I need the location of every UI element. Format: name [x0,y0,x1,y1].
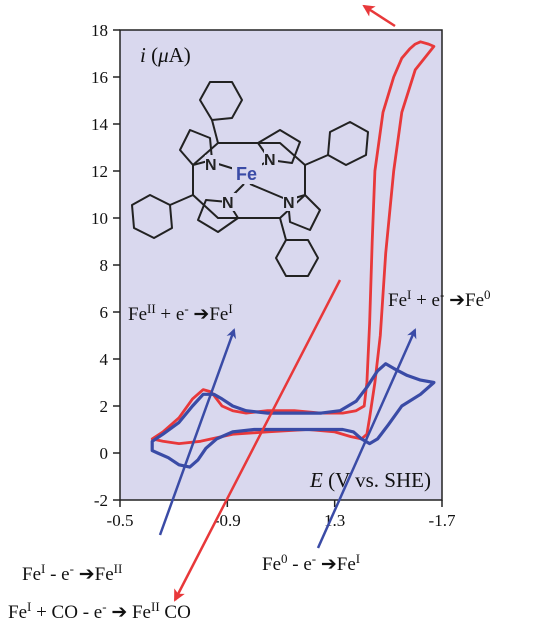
cv-curve-blue [150,362,436,469]
phenyl-ring-4 [275,239,319,277]
n-label-right: N [283,195,295,212]
molecule-labels: Fe N N N N [205,150,297,212]
y-axis-ticks: -2 0 2 4 6 8 10 12 14 16 18 [91,21,120,510]
y-tick-label: 16 [91,68,108,87]
n-label-bottom: N [222,195,234,212]
x-axis-ticks: -0.5 -0.9 1.3 -1.7 [107,500,456,530]
arrow-feco-red [173,279,342,602]
cv-curves [150,40,436,469]
y-tick-label: 12 [91,162,108,181]
arrow-top-red [362,4,396,28]
x-tick-label: -1.7 [429,511,456,530]
y-tick-label: 18 [91,21,108,40]
x-tick-label: -0.9 [214,511,241,530]
y-tick-label: 0 [100,444,109,463]
x-axis-label: E (V vs. SHE) [309,468,431,492]
y-tick-label: -2 [94,491,108,510]
annotation-arrows [158,4,417,602]
y-tick-label: 2 [100,397,109,416]
phenyl-ring-1 [199,81,243,121]
arrow-fe2-to-fe1 [158,328,236,536]
annotation-fe2-plus-e: FeII + e- ➔FeI [128,301,233,325]
n-label-left: N [205,157,217,174]
annotation-fe1-plus-e: FeI + e- ➔Fe0 [388,287,491,311]
y-tick-label: 4 [100,350,109,369]
y-tick-label: 8 [100,256,109,275]
arrow-fe1-to-fe0 [316,328,417,549]
y-tick-label: 6 [100,303,109,322]
y-axis-label: i (μA) [140,43,191,67]
y-tick-label: 10 [91,209,108,228]
fe-label: Fe [236,164,257,184]
cv-curve-red [150,40,436,445]
annotation-fe1-co: FeI + CO - e- ➔ FeII CO [8,599,191,623]
annotation-fe1-minus-e: FeI - e- ➔FeII [22,561,122,585]
y-tick-label: 14 [91,115,109,134]
x-tick-label: -0.5 [107,511,134,530]
n-label-top: N [264,152,276,169]
phenyl-ring-2 [327,121,369,166]
phenyl-ring-3 [131,194,173,239]
annotation-fe0-minus-e: Fe0 - e- ➔FeI [262,551,360,575]
